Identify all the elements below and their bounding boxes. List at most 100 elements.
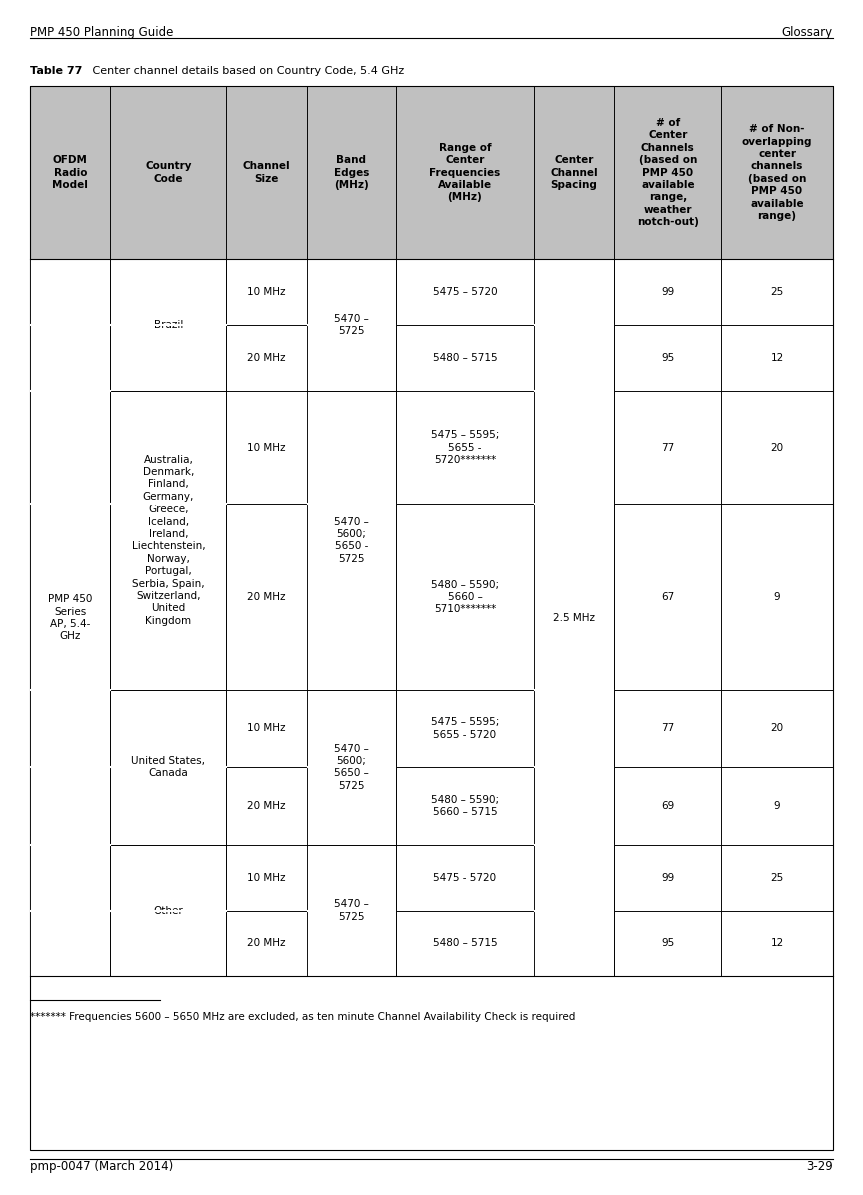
Bar (30, 845, 110, 911)
Text: Center
Channel
Spacing: Center Channel Spacing (551, 155, 598, 190)
Text: Range of
Center
Frequencies
Available
(MHz): Range of Center Frequencies Available (M… (429, 143, 501, 202)
Bar (396, 325, 534, 391)
Bar (306, 911, 396, 976)
Bar (396, 690, 534, 767)
Bar (110, 259, 226, 391)
Text: 5480 – 5590;
5660 –
5710*******: 5480 – 5590; 5660 – 5710******* (431, 580, 499, 614)
Bar (226, 86, 306, 259)
Bar (110, 911, 226, 976)
Bar (306, 325, 396, 391)
Bar (721, 259, 833, 325)
Bar (30, 259, 110, 976)
Text: 69: 69 (661, 801, 675, 811)
Bar (30, 325, 110, 391)
Text: Glossary: Glossary (782, 26, 833, 39)
Text: 12: 12 (771, 353, 784, 363)
Text: # of
Center
Channels
(based on
PMP 450
available
range,
weather
notch-out): # of Center Channels (based on PMP 450 a… (637, 118, 699, 227)
Text: 9: 9 (774, 592, 780, 602)
Bar (396, 911, 534, 976)
Text: 10 MHz: 10 MHz (248, 287, 286, 298)
Bar (306, 690, 396, 845)
Text: 25: 25 (771, 287, 784, 298)
Bar (30, 259, 110, 325)
Text: 3-29: 3-29 (806, 1160, 833, 1173)
Bar (534, 391, 614, 504)
Bar (306, 259, 396, 391)
Text: Brazil: Brazil (154, 320, 183, 330)
Text: OFDM
Radio
Model: OFDM Radio Model (53, 155, 88, 190)
Text: 5475 – 5595;
5655 -
5720*******: 5475 – 5595; 5655 - 5720******* (431, 430, 499, 465)
Text: 5475 – 5720: 5475 – 5720 (432, 287, 497, 298)
Bar (614, 86, 721, 259)
Bar (614, 391, 721, 504)
Bar (226, 845, 306, 911)
Text: 20 MHz: 20 MHz (248, 592, 286, 602)
Bar (534, 911, 614, 976)
Text: 10 MHz: 10 MHz (248, 872, 286, 883)
Bar (396, 767, 534, 845)
Bar (110, 391, 226, 504)
Bar (110, 86, 226, 259)
Bar (534, 504, 614, 690)
Text: 10 MHz: 10 MHz (248, 723, 286, 734)
Bar (306, 391, 396, 690)
Text: 20: 20 (771, 442, 784, 453)
Text: 99: 99 (661, 287, 675, 298)
Bar (30, 86, 833, 1150)
Text: 20: 20 (771, 723, 784, 734)
Bar (306, 86, 396, 259)
Bar (30, 504, 110, 690)
Bar (226, 690, 306, 767)
Bar (721, 845, 833, 911)
Bar (110, 767, 226, 845)
Bar (306, 845, 396, 976)
Bar (110, 845, 226, 976)
Text: 95: 95 (661, 938, 675, 949)
Text: 5480 – 5715: 5480 – 5715 (432, 938, 497, 949)
Bar (721, 86, 833, 259)
Text: 25: 25 (771, 872, 784, 883)
Bar (30, 391, 110, 504)
Bar (614, 325, 721, 391)
Text: 5470 –
5725: 5470 – 5725 (334, 900, 369, 921)
Bar (534, 690, 614, 767)
Text: 99: 99 (661, 872, 675, 883)
Bar (306, 845, 396, 911)
Bar (306, 259, 396, 325)
Bar (534, 325, 614, 391)
Bar (226, 767, 306, 845)
Text: Table 77: Table 77 (30, 66, 83, 75)
Text: # of Non-
overlapping
center
channels
(based on
PMP 450
available
range): # of Non- overlapping center channels (b… (742, 124, 812, 221)
Bar (534, 86, 614, 259)
Bar (721, 391, 833, 504)
Text: Channel
Size: Channel Size (243, 161, 290, 184)
Bar (721, 690, 833, 767)
Bar (110, 845, 226, 911)
Bar (396, 259, 534, 325)
Text: 2.5 MHz: 2.5 MHz (553, 613, 595, 623)
Bar (110, 504, 226, 690)
Text: 5475 - 5720: 5475 - 5720 (433, 872, 496, 883)
Text: PMP 450 Planning Guide: PMP 450 Planning Guide (30, 26, 173, 39)
Bar (110, 325, 226, 391)
Text: Band
Edges
(MHz): Band Edges (MHz) (334, 155, 369, 190)
Bar (110, 690, 226, 767)
Text: 67: 67 (661, 592, 675, 602)
Bar (306, 391, 396, 504)
Bar (721, 325, 833, 391)
Bar (614, 259, 721, 325)
Bar (110, 391, 226, 690)
Text: 77: 77 (661, 442, 675, 453)
Bar (30, 690, 110, 767)
Text: United States,
Canada: United States, Canada (131, 756, 205, 778)
Bar (614, 690, 721, 767)
Bar (110, 690, 226, 845)
Text: 20 MHz: 20 MHz (248, 353, 286, 363)
Bar (614, 911, 721, 976)
Bar (396, 845, 534, 911)
Bar (396, 391, 534, 504)
Text: Center channel details based on Country Code, 5.4 GHz: Center channel details based on Country … (89, 66, 404, 75)
Bar (396, 504, 534, 690)
Text: 77: 77 (661, 723, 675, 734)
Text: 5470 –
5600;
5650 -
5725: 5470 – 5600; 5650 - 5725 (334, 516, 369, 564)
